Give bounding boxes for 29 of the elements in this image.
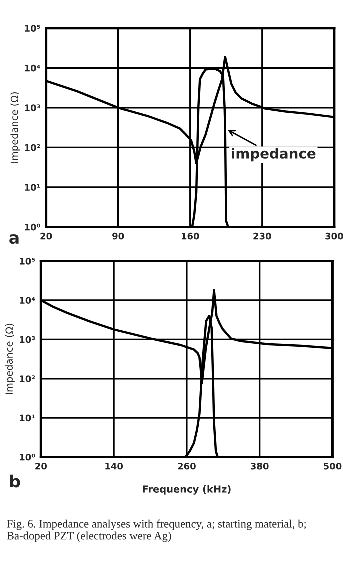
x-tick-label: 90 xyxy=(112,232,124,240)
y-tick-label: 10² xyxy=(25,144,40,152)
y-tick-label: 10⁰ xyxy=(20,454,36,461)
x-tick-label: 380 xyxy=(251,462,269,470)
y-tick-label: 10⁴ xyxy=(20,297,36,304)
y-tick-label: 10⁰ xyxy=(25,224,40,231)
annotation: impedance xyxy=(232,148,316,162)
text: b xyxy=(10,474,20,488)
y-axis-title: Impedance (Ω) xyxy=(6,324,15,394)
x-tick-label: 260 xyxy=(178,462,196,470)
y-tick-label: 10⁵ xyxy=(25,25,40,32)
y-tick-label: 10⁵ xyxy=(20,258,36,265)
x-tick-label: 160 xyxy=(182,232,200,240)
x-tick-label: 500 xyxy=(324,462,342,470)
y-axis-title: Impedance (Ω) xyxy=(10,92,20,163)
caption: Fig. 6. Impedance analyses with frequency, a; starting material, b; Ba-doped PZT (electrodes were Ag) xyxy=(7,520,306,542)
y-tick-label: 10² xyxy=(20,376,36,382)
y-tick-label: 10¹ xyxy=(25,184,40,191)
x-tick-label: 20 xyxy=(36,462,48,470)
x-axis-title: Frequency (kHz) xyxy=(143,485,231,495)
x-tick-label: 140 xyxy=(106,462,124,470)
text: a xyxy=(10,234,19,244)
x-tick-label: 20 xyxy=(40,232,52,240)
x-tick-label: 300 xyxy=(326,232,343,240)
y-tick-label: 10¹ xyxy=(20,414,36,422)
y-tick-label: 10³ xyxy=(20,336,36,344)
x-tick-label: 230 xyxy=(254,232,272,240)
y-tick-label: 10⁴ xyxy=(25,64,40,72)
y-tick-label: 10³ xyxy=(25,104,40,112)
